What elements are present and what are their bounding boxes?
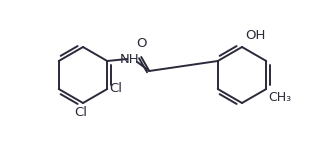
Text: OH: OH (245, 29, 265, 42)
Text: NH: NH (119, 52, 139, 66)
Text: CH₃: CH₃ (268, 91, 291, 104)
Text: Cl: Cl (74, 106, 88, 119)
Text: Cl: Cl (109, 81, 122, 95)
Text: O: O (136, 37, 147, 50)
